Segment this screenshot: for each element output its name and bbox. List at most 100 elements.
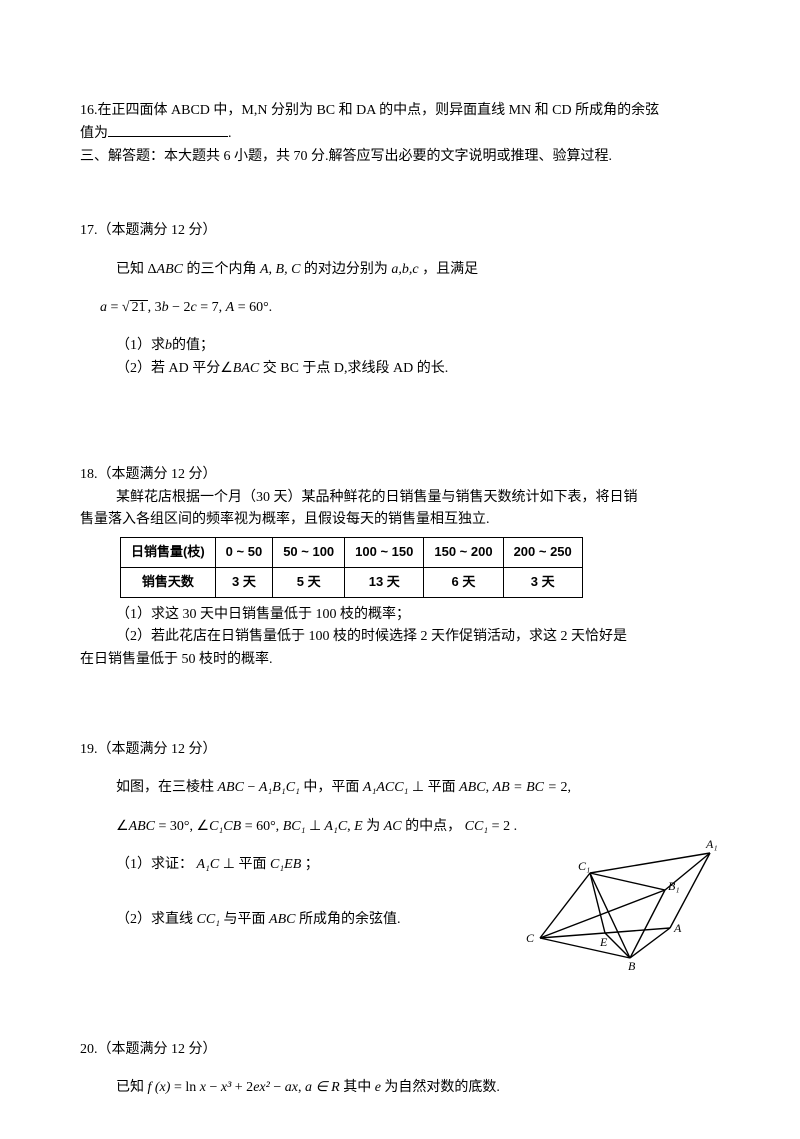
ABC-angles: A, B, C — [260, 262, 304, 277]
q18-part2b: 在日销售量低于 50 枝时的概率. — [80, 649, 720, 671]
delta: Δ — [148, 262, 157, 277]
label-E: E — [599, 935, 608, 949]
plane: C₁EB — [270, 857, 301, 872]
q18-part2a: （2）若此花店在日销售量低于 100 枝的时候选择 2 天作促销活动，求这 2 … — [80, 626, 720, 648]
x3: x³ — [221, 1080, 231, 1095]
plane2: ABC — [459, 780, 485, 795]
th: 0 ~ 50 — [215, 538, 273, 568]
q17-part2: （2）若 AD 平分∠BAC 交 BC 于点 D,求线段 AD 的长. — [80, 358, 720, 380]
two: 2, — [560, 780, 571, 795]
label-B: B — [628, 959, 636, 973]
t: ，且满足 — [422, 262, 478, 277]
q20-header: 20.（本题满分 12 分） — [80, 1039, 720, 1061]
t: − — [209, 1080, 220, 1095]
section3-header: 三、解答题：本大题共 6 小题，共 70 分.解答应写出必要的文字说明或推理、验… — [80, 146, 720, 168]
radicand: 21 — [130, 300, 148, 315]
seg: A₁C — [321, 819, 347, 834]
th: 150 ~ 200 — [424, 538, 503, 568]
t: − 2 — [169, 300, 191, 315]
label-A: A — [673, 921, 682, 935]
ax: ax — [285, 1080, 298, 1095]
t: （2）若 AD 平分 — [116, 361, 220, 376]
cc1: CC₁ — [197, 912, 221, 927]
label-A1: A₁ — [705, 837, 718, 851]
eq: = ln — [174, 1080, 200, 1095]
q18-table: 日销售量(枝) 0 ~ 50 50 ~ 100 100 ~ 150 150 ~ … — [120, 537, 583, 598]
cc1: CC₁ — [465, 819, 489, 834]
td: 3 天 — [503, 568, 582, 598]
th: 50 ~ 100 — [273, 538, 345, 568]
seg: BC₁ — [283, 819, 309, 834]
prism1: ABC — [218, 780, 244, 795]
eq: AB = BC = — [493, 780, 561, 795]
b: b — [165, 338, 172, 353]
td: 5 天 — [273, 568, 345, 598]
dash: − — [244, 780, 259, 795]
perp-icon: ⊥ — [412, 780, 424, 795]
q16-dot: . — [228, 126, 232, 141]
q18-line1: 某鲜花店根据一个月（30 天）某品种鲜花的日销售量与销售天数统计如下表，将日销 — [80, 487, 720, 509]
q16-prefix: 值为 — [80, 126, 108, 141]
b: b — [162, 300, 169, 315]
ang: ABC — [129, 819, 155, 834]
plane1: A₁ACC₁ — [363, 780, 412, 795]
th: 日销售量(枝) — [121, 538, 216, 568]
sides: a,b,c — [391, 262, 418, 277]
t: 的三个内角 — [186, 262, 256, 277]
q17-equation: a = √21, 3b − 2c = 7, A = 60°. — [80, 297, 720, 319]
th: 200 ~ 250 — [503, 538, 582, 568]
perp-icon: ⊥ — [309, 819, 321, 834]
t: （1）求 — [116, 338, 165, 353]
t: , — [486, 780, 493, 795]
t: 的值； — [172, 338, 214, 353]
t: = 2 — [488, 819, 510, 834]
AC: AC — [384, 819, 402, 834]
td: 13 天 — [345, 568, 424, 598]
t: ； — [301, 857, 319, 872]
t: 已知 — [116, 1080, 144, 1095]
table-row: 销售天数 3 天 5 天 13 天 6 天 3 天 — [121, 568, 583, 598]
abc: ABC — [269, 912, 299, 927]
t: （2）求直线 — [116, 912, 193, 927]
a: a — [100, 300, 107, 315]
perp-icon: ⊥ — [223, 857, 235, 872]
prism2: A₁B₁C₁ — [259, 780, 300, 795]
e: e — [375, 1080, 385, 1095]
t: 如图，在三棱柱 — [116, 780, 214, 795]
q17-line1: 已知 ΔABC 的三个内角 A, B, C 的对边分别为 a,b,c ，且满足 — [80, 259, 720, 281]
t: 的中点， — [402, 819, 462, 834]
t: 交 BC 于点 D,求线段 AD 的长. — [259, 361, 448, 376]
t: 中，平面 — [303, 780, 359, 795]
sqrt-icon: √21 — [122, 297, 148, 319]
t: = 60°. — [234, 300, 272, 315]
q19-diagram: A₁ B₁ C₁ A B C E — [520, 828, 720, 986]
t: = 30°, — [155, 819, 197, 834]
t: 与平面 — [224, 912, 266, 927]
q17-part1: （1）求b的值； — [80, 335, 720, 357]
x2: x² — [259, 1080, 269, 1095]
q19-header: 19.（本题满分 12 分） — [80, 739, 720, 761]
t: 为自然对数的底数. — [384, 1080, 500, 1095]
q18-header: 18.（本题满分 12 分） — [80, 464, 720, 486]
t: 其中 — [343, 1080, 371, 1095]
label-B1: B₁ — [668, 879, 680, 893]
bac: BAC — [233, 361, 259, 376]
eq: = — [111, 300, 122, 315]
label-C: C — [526, 931, 535, 945]
q18-line2: 售量落入各组区间的频率视为概率，且假设每天的销售量相互独立. — [80, 509, 720, 531]
label-C1: C₁ — [578, 859, 590, 873]
A: A — [226, 300, 235, 315]
td: 3 天 — [215, 568, 273, 598]
E: E — [354, 819, 363, 834]
q16-blank — [108, 122, 228, 137]
table-row: 日销售量(枝) 0 ~ 50 50 ~ 100 100 ~ 150 150 ~ … — [121, 538, 583, 568]
t: − — [273, 1080, 284, 1095]
t: 的对边分别为 — [304, 262, 388, 277]
abc: ABC — [157, 262, 183, 277]
ang: C₁CB — [209, 819, 241, 834]
td: 6 天 — [424, 568, 503, 598]
t: 已知 — [116, 262, 144, 277]
t: = 7, — [197, 300, 226, 315]
q20-line1: 已知 f (x) = ln x − x³ + 2ex² − ax, a ∈ R … — [80, 1077, 720, 1099]
angle-icon: ∠ — [220, 361, 233, 376]
